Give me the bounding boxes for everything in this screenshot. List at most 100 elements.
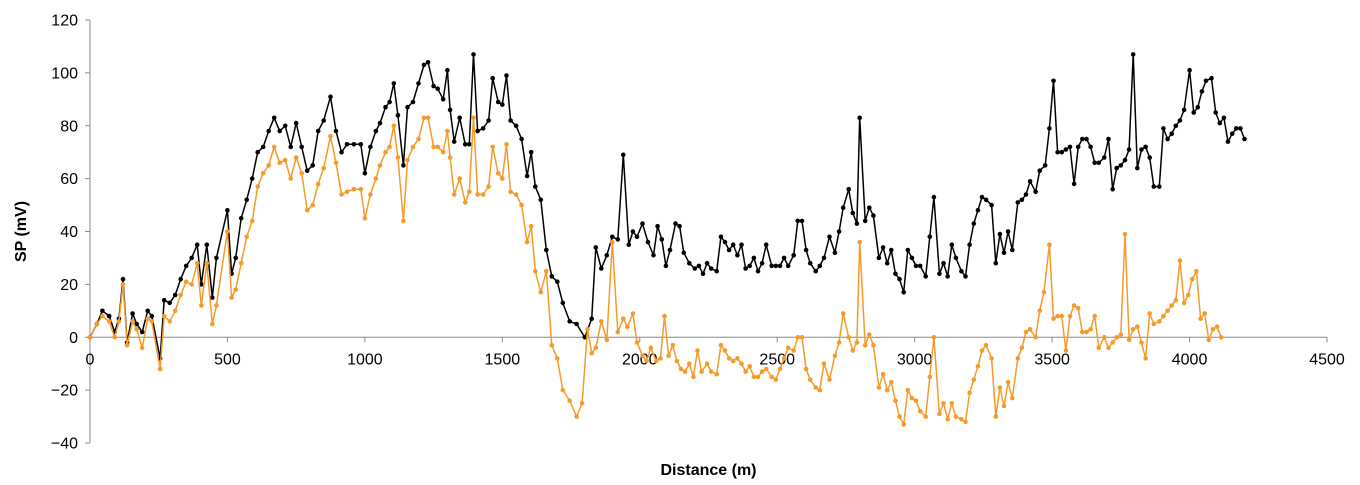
series-2-point [421,115,427,121]
series-2-point [670,342,676,348]
series-2-point [949,401,955,406]
series-2-point [1214,324,1220,330]
series-2-point [971,377,977,382]
series-2-point [244,234,249,240]
series-1-point [1005,229,1011,234]
series-1-point [747,263,752,269]
series-1-point [913,263,919,269]
series-2-point [167,319,172,324]
series-2-point [405,157,410,163]
series-2-point [840,311,846,316]
series-2-point [610,239,615,245]
series-2-point [1015,356,1021,361]
x-tick-label: 1500 [485,351,521,368]
series-1-point [1177,118,1183,123]
series-1-point [722,239,728,245]
series-2-point [377,163,383,168]
series-2-point [555,356,560,361]
series-2-point [589,350,594,356]
series-1-point [937,271,942,277]
series-2-point [726,356,732,361]
series-1-point [299,144,305,150]
series-1-point [431,83,436,89]
series-2-point [189,282,194,287]
series-1-point [383,104,388,110]
series-2-point [457,176,463,181]
series-2-point [791,348,796,353]
series-2-point [431,144,436,150]
series-2-point [435,144,441,150]
series-2-point [927,374,933,380]
series-1-point [645,239,651,245]
series-2-point [867,332,872,337]
series-2-point [579,401,585,406]
series-2-point [1023,329,1029,335]
series-2-point [953,414,959,419]
series-1-point [905,247,911,253]
series-1-point [189,255,194,261]
series-1-point [145,308,150,314]
series-1-point [871,213,876,218]
x-tick-label: 2500 [759,351,795,368]
series-1-point [663,263,669,269]
series-2-point [282,157,288,163]
x-tick-label: 4000 [1172,351,1208,368]
series-1-point [1221,115,1227,121]
series-2-point [447,155,453,160]
series-1-point [421,62,427,68]
series-1-point [1234,126,1239,131]
series-2-point [445,128,450,134]
series-2-point [395,155,401,160]
series-2-point [945,416,950,422]
series-1-point [149,313,155,319]
series-1-point [1042,163,1048,168]
series-2-point [358,186,364,192]
series-1-point [271,115,277,121]
series-1-point [893,271,898,277]
series-2-point [1122,231,1128,237]
series-1-point [640,221,645,226]
series-1-point [451,139,457,144]
series-2-point [1096,345,1102,351]
series-2-point [1206,337,1212,343]
series-1-point [813,268,818,274]
series-1-point [495,99,501,105]
series-1-point [655,223,660,229]
series-1-point [1001,250,1007,255]
series-2-point [604,337,610,343]
series-1-point [401,163,406,168]
series-1-point [214,255,219,261]
series-2-point [344,189,350,195]
series-2-point [909,395,915,401]
series-1-point [321,118,327,123]
series-1-point [993,260,999,266]
series-1-point [889,247,894,253]
series-1-point [524,173,530,179]
series-1-point [544,247,549,253]
series-1-point [997,231,1003,237]
series-1-point [726,247,732,253]
series-2-point [708,369,714,374]
series-2-point [373,176,379,181]
series-1-point [677,223,682,229]
series-1-point [718,234,724,240]
series-2-point [1210,327,1216,332]
series-2-point [112,335,117,340]
series-2-point [194,260,200,266]
series-2-point [362,216,368,221]
series-1-point [1063,147,1069,152]
series-2-point [1165,308,1170,314]
series-2-point [743,369,748,374]
series-1-point [846,186,851,192]
series-2-point [130,319,135,324]
series-1-point [425,60,431,65]
series-2-point [549,342,555,348]
series-2-point [513,192,519,197]
series-2-point [937,411,942,417]
series-1-point [803,247,809,253]
series-1-point [233,255,238,261]
series-1-point [827,234,832,240]
series-2-point [1055,313,1060,319]
series-1-point [1071,181,1077,187]
series-2-point [315,181,321,187]
